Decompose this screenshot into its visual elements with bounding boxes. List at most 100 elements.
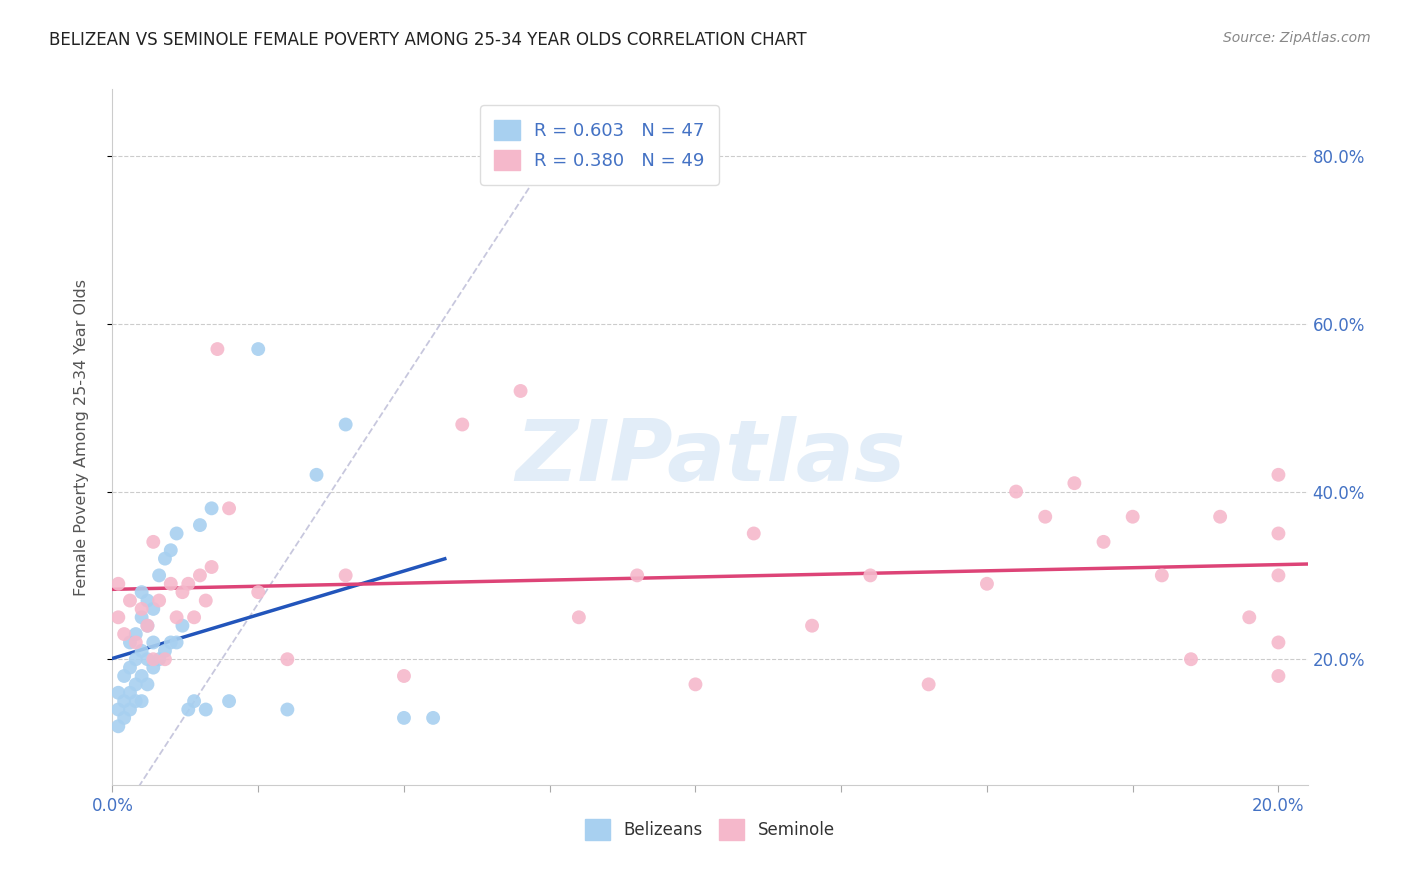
Point — [1063, 476, 1085, 491]
Point — [125, 635, 148, 649]
Point — [194, 702, 217, 716]
Point — [118, 686, 141, 700]
Point — [107, 610, 129, 624]
Point — [107, 702, 129, 716]
Point — [172, 618, 194, 632]
Point — [1150, 568, 1173, 582]
Point — [194, 593, 217, 607]
Point — [125, 627, 148, 641]
Point — [153, 644, 176, 658]
Point — [159, 635, 181, 649]
Point — [509, 384, 531, 398]
Point — [218, 694, 240, 708]
Point — [1209, 509, 1232, 524]
Point — [1092, 534, 1115, 549]
Point — [183, 610, 205, 624]
Point — [166, 610, 188, 624]
Point — [247, 342, 270, 356]
Text: ZIPatlas: ZIPatlas — [515, 417, 905, 500]
Point — [118, 702, 141, 716]
Point — [166, 526, 188, 541]
Point — [148, 568, 170, 582]
Point — [142, 652, 165, 666]
Point — [136, 677, 159, 691]
Point — [177, 576, 200, 591]
Point — [218, 501, 240, 516]
Point — [305, 467, 328, 482]
Point — [335, 417, 357, 432]
Point — [392, 669, 415, 683]
Point — [125, 652, 148, 666]
Point — [118, 593, 141, 607]
Point — [276, 652, 298, 666]
Point — [859, 568, 882, 582]
Point — [142, 602, 165, 616]
Point — [1033, 509, 1056, 524]
Point — [1239, 610, 1261, 624]
Point — [1267, 467, 1289, 482]
Legend: Belizeans, Seminole: Belizeans, Seminole — [578, 813, 842, 847]
Point — [131, 669, 153, 683]
Point — [1180, 652, 1202, 666]
Point — [801, 618, 824, 632]
Point — [183, 694, 205, 708]
Point — [112, 694, 135, 708]
Point — [107, 686, 129, 700]
Point — [172, 585, 194, 599]
Point — [112, 669, 135, 683]
Point — [335, 568, 357, 582]
Point — [188, 518, 211, 533]
Point — [166, 635, 188, 649]
Point — [125, 694, 148, 708]
Point — [159, 576, 181, 591]
Point — [148, 652, 170, 666]
Point — [107, 719, 129, 733]
Point — [125, 677, 148, 691]
Point — [136, 593, 159, 607]
Point — [142, 635, 165, 649]
Point — [200, 501, 222, 516]
Point — [148, 593, 170, 607]
Point — [917, 677, 939, 691]
Point — [131, 585, 153, 599]
Point — [247, 585, 270, 599]
Point — [177, 702, 200, 716]
Point — [136, 618, 159, 632]
Point — [136, 652, 159, 666]
Point — [131, 694, 153, 708]
Text: Source: ZipAtlas.com: Source: ZipAtlas.com — [1223, 31, 1371, 45]
Point — [1267, 568, 1289, 582]
Point — [159, 543, 181, 558]
Point — [976, 576, 998, 591]
Point — [200, 560, 222, 574]
Point — [207, 342, 229, 356]
Point — [131, 644, 153, 658]
Point — [1267, 635, 1289, 649]
Text: BELIZEAN VS SEMINOLE FEMALE POVERTY AMONG 25-34 YEAR OLDS CORRELATION CHART: BELIZEAN VS SEMINOLE FEMALE POVERTY AMON… — [49, 31, 807, 49]
Point — [1005, 484, 1028, 499]
Point — [568, 610, 591, 624]
Point — [1267, 526, 1289, 541]
Y-axis label: Female Poverty Among 25-34 Year Olds: Female Poverty Among 25-34 Year Olds — [75, 278, 89, 596]
Point — [1267, 669, 1289, 683]
Point — [136, 618, 159, 632]
Point — [112, 627, 135, 641]
Point — [685, 677, 707, 691]
Point — [422, 711, 444, 725]
Point — [118, 660, 141, 674]
Point — [451, 417, 474, 432]
Point — [153, 652, 176, 666]
Point — [118, 635, 141, 649]
Point — [626, 568, 648, 582]
Point — [1122, 509, 1144, 524]
Point — [392, 711, 415, 725]
Point — [188, 568, 211, 582]
Point — [131, 602, 153, 616]
Point — [131, 610, 153, 624]
Point — [107, 576, 129, 591]
Point — [276, 702, 298, 716]
Point — [112, 711, 135, 725]
Point — [142, 534, 165, 549]
Point — [742, 526, 765, 541]
Point — [153, 551, 176, 566]
